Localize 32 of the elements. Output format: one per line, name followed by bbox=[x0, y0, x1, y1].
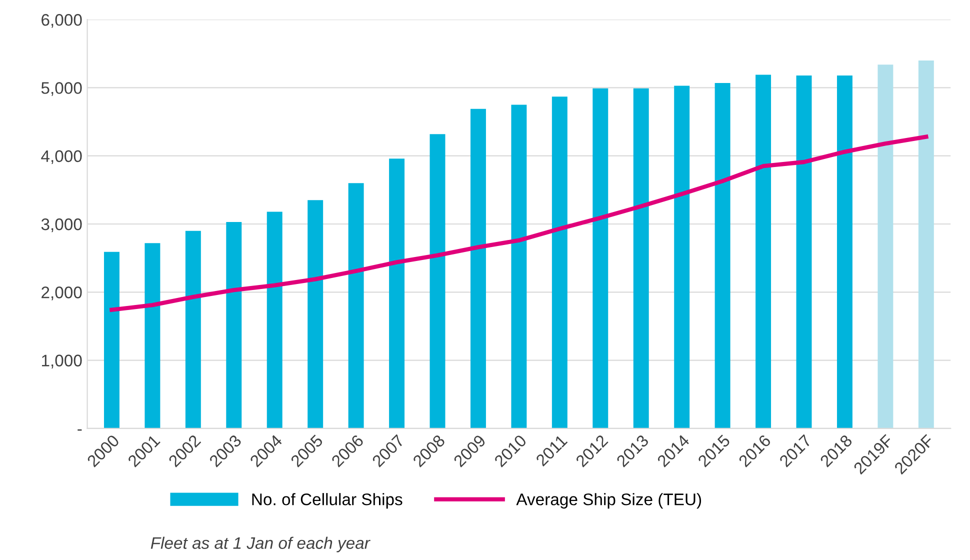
bar bbox=[552, 96, 568, 428]
text: Fleet as at 1 Jan of each year bbox=[150, 536, 370, 552]
y-tick-label: 2,000 bbox=[42, 286, 82, 300]
legend-label: Average Ship Size (TEU) bbox=[516, 493, 702, 509]
y-tick-label: 6,000 bbox=[42, 14, 82, 28]
bar bbox=[674, 86, 690, 428]
bar bbox=[104, 252, 120, 428]
y-tick-label: 1,000 bbox=[42, 354, 82, 368]
legend-label: No. of Cellular Ships bbox=[252, 493, 402, 509]
line-series bbox=[110, 134, 928, 312]
bar bbox=[796, 75, 812, 428]
bar bbox=[714, 82, 730, 428]
bar bbox=[308, 200, 324, 428]
y-tick-label: - bbox=[78, 429, 82, 431]
y-tick-label: 3,000 bbox=[41, 218, 82, 232]
bar bbox=[918, 60, 934, 428]
bar bbox=[266, 212, 282, 428]
y-tick-label: 5,000 bbox=[41, 82, 82, 96]
bar bbox=[348, 183, 364, 428]
y-tick-label: 4,000 bbox=[41, 150, 82, 164]
bar bbox=[389, 158, 405, 428]
bar bbox=[592, 88, 608, 428]
bar bbox=[633, 88, 649, 428]
bar bbox=[511, 104, 527, 428]
bar bbox=[226, 222, 242, 428]
bar bbox=[430, 134, 446, 428]
bar bbox=[470, 108, 486, 428]
bar bbox=[836, 75, 852, 428]
bar bbox=[878, 64, 894, 428]
bar bbox=[756, 74, 772, 428]
bar bbox=[185, 230, 201, 428]
bar bbox=[144, 243, 160, 428]
